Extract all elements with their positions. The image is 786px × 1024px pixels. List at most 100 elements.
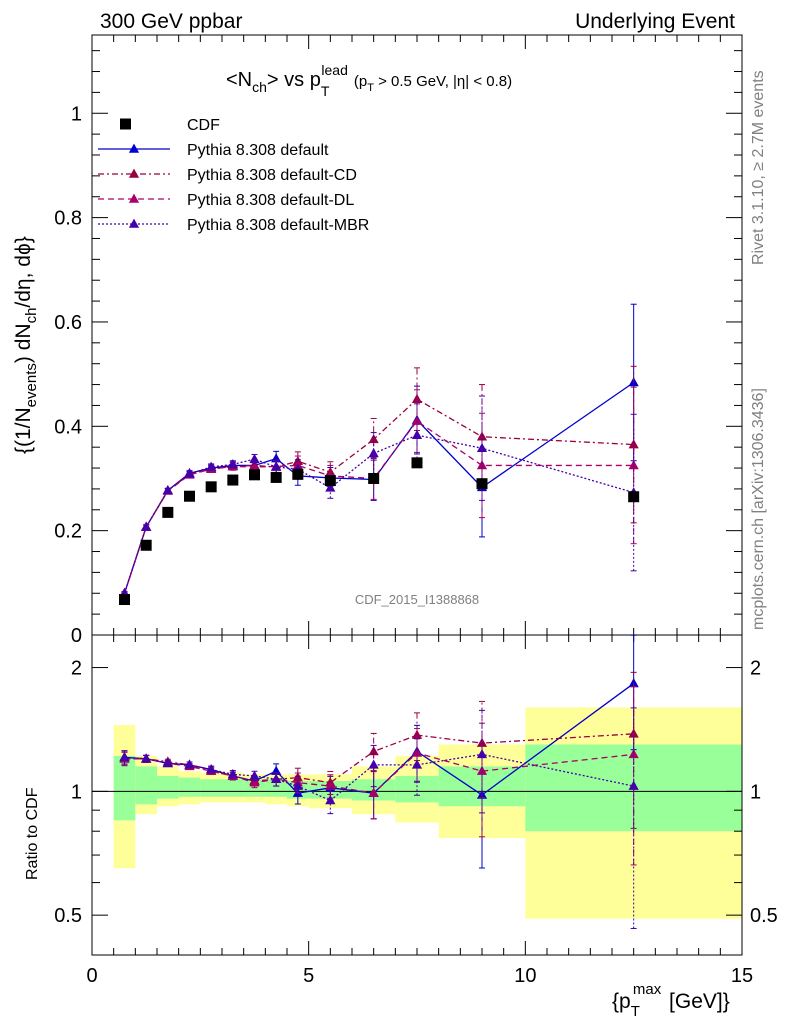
point-mbr [249, 453, 260, 463]
rivet-label: Rivet 3.1.10, ≥ 2.7M events [750, 70, 767, 265]
data-point-cdf [368, 472, 380, 484]
legend: CDF Pythia 8.308 default Pythia 8.308 defa… [98, 117, 369, 234]
band-inner [222, 779, 244, 797]
mcplots-label: mcplots.cern.ch [arXiv:1306.3436] [750, 388, 767, 630]
point-mbr [206, 461, 217, 471]
y-tick-label: 0.6 [54, 312, 82, 334]
ratio-point-cd [368, 746, 379, 756]
y-tick-label: 0.2 [54, 521, 82, 543]
point-mbr [325, 482, 336, 492]
point-mbr [141, 521, 152, 531]
band-inner [157, 775, 179, 799]
x-axis-label: {pTmax [GeV]} [612, 981, 730, 1020]
point-mbr [227, 458, 238, 469]
plot-title: <Nch> vs pTlead(pT > 0.5 GeV, |η| < 0.8) [226, 62, 512, 99]
legend-marker-cdf [120, 118, 131, 130]
series-line-cd [123, 398, 634, 594]
point-mbr [368, 448, 379, 458]
y-tick-label: 1 [71, 103, 82, 125]
data-point-cdf [227, 474, 239, 486]
data-point-cdf [324, 475, 336, 487]
ratio-line-dl [124, 752, 634, 794]
x-tick-label: 15 [731, 965, 753, 987]
ratio-point-dl [411, 747, 423, 757]
axis-ticks [91, 35, 743, 955]
x-tick-label: 10 [514, 965, 536, 987]
y-axis-label: {(1/Nevents) dNch/dη, dϕ} [12, 236, 40, 454]
data-point-cdf [411, 457, 423, 469]
point-cd [628, 439, 639, 449]
ratio-point-mbr [227, 768, 238, 779]
point-dl [476, 460, 488, 470]
ratio-tick-label-left: 1 [71, 781, 82, 803]
data-point-cdf [249, 469, 260, 481]
ratio-line-cd [124, 733, 634, 784]
ratio-panel-marks [119, 635, 639, 929]
ratio-point-mbr [476, 748, 488, 759]
ratio-tick-label-right: 2 [750, 658, 761, 680]
ratio-line-mbr [124, 753, 634, 802]
point-mbr [411, 429, 423, 439]
ratio-point-mbr [206, 764, 217, 774]
ratio-point-mbr [411, 759, 423, 769]
series-line-mbr [123, 434, 634, 594]
data-point-cdf [476, 478, 488, 490]
x-tick-label: 5 [303, 965, 314, 987]
point-mbr [476, 442, 488, 452]
legend-marker-mbr [128, 218, 140, 228]
legend-marker-dl [128, 193, 140, 203]
ratio-point-mbr [271, 773, 282, 784]
y-tick-label: 0.8 [54, 208, 82, 230]
ratio-tick-label-right: 1 [750, 781, 761, 803]
ratio-point-cd [411, 729, 423, 739]
point-dl [249, 461, 260, 471]
ratio-tick-label-right: 0.5 [750, 905, 778, 927]
legend-marker-default [128, 143, 140, 153]
legend-label: Pythia 8.308 default-MBR [187, 217, 369, 234]
data-point-cdf [140, 539, 152, 551]
mc-uncertainty-bands [113, 707, 742, 919]
ratio-point-dl [249, 777, 260, 787]
legend-label: Pythia 8.308 default-CD [187, 167, 357, 184]
point-mbr [271, 461, 282, 471]
point-dl [411, 415, 423, 425]
data-point-cdf [119, 594, 130, 606]
point-mbr [162, 485, 173, 495]
ratio-point-mbr [184, 759, 195, 769]
band-inner [200, 779, 222, 797]
ratio-tick-label-left: 2 [71, 658, 82, 680]
y-tick-label: 0.4 [54, 416, 82, 438]
ratio-point-mbr [292, 780, 303, 790]
ratio-point-mbr [141, 753, 152, 763]
y-tick-label: 0 [71, 625, 82, 647]
data-point-cdf [205, 481, 217, 493]
analysis-watermark: CDF_2015_I1388868 [355, 592, 479, 607]
legend-marker-cd [128, 168, 140, 178]
ratio-point-dl [368, 787, 379, 797]
point-mbr [184, 468, 195, 478]
header-right: Underlying Event [575, 10, 735, 33]
data-point-cdf [162, 506, 174, 518]
series-line-default [123, 381, 635, 594]
ratio-point-dl [325, 780, 336, 790]
legend-label: Pythia 8.308 default-DL [187, 192, 354, 209]
ratio-point-cd [292, 772, 303, 782]
header-left: 300 GeV ppbar [100, 10, 242, 33]
tick-labels: 0 5 10 15 0 0.2 0.4 0.6 0.8 1 0.5 0.5 1 1 2 2 [54, 103, 778, 987]
legend-label: CDF [187, 117, 220, 134]
band-inner [135, 766, 157, 805]
band-inner [113, 755, 136, 821]
ratio-point-mbr [162, 757, 173, 768]
ratio-tick-label-left: 0.5 [54, 905, 82, 927]
x-tick-label: 0 [86, 965, 97, 987]
band-inner [178, 777, 201, 797]
ratio-point-dl [476, 765, 488, 775]
point-dl [628, 460, 639, 470]
data-point-cdf [184, 490, 195, 502]
ratio-point-mbr [119, 751, 130, 762]
ratio-point-mbr [325, 795, 336, 805]
ratio-point-mbr [368, 759, 379, 769]
legend-label: Pythia 8.308 default [187, 142, 329, 159]
series-line-dl [123, 420, 634, 594]
